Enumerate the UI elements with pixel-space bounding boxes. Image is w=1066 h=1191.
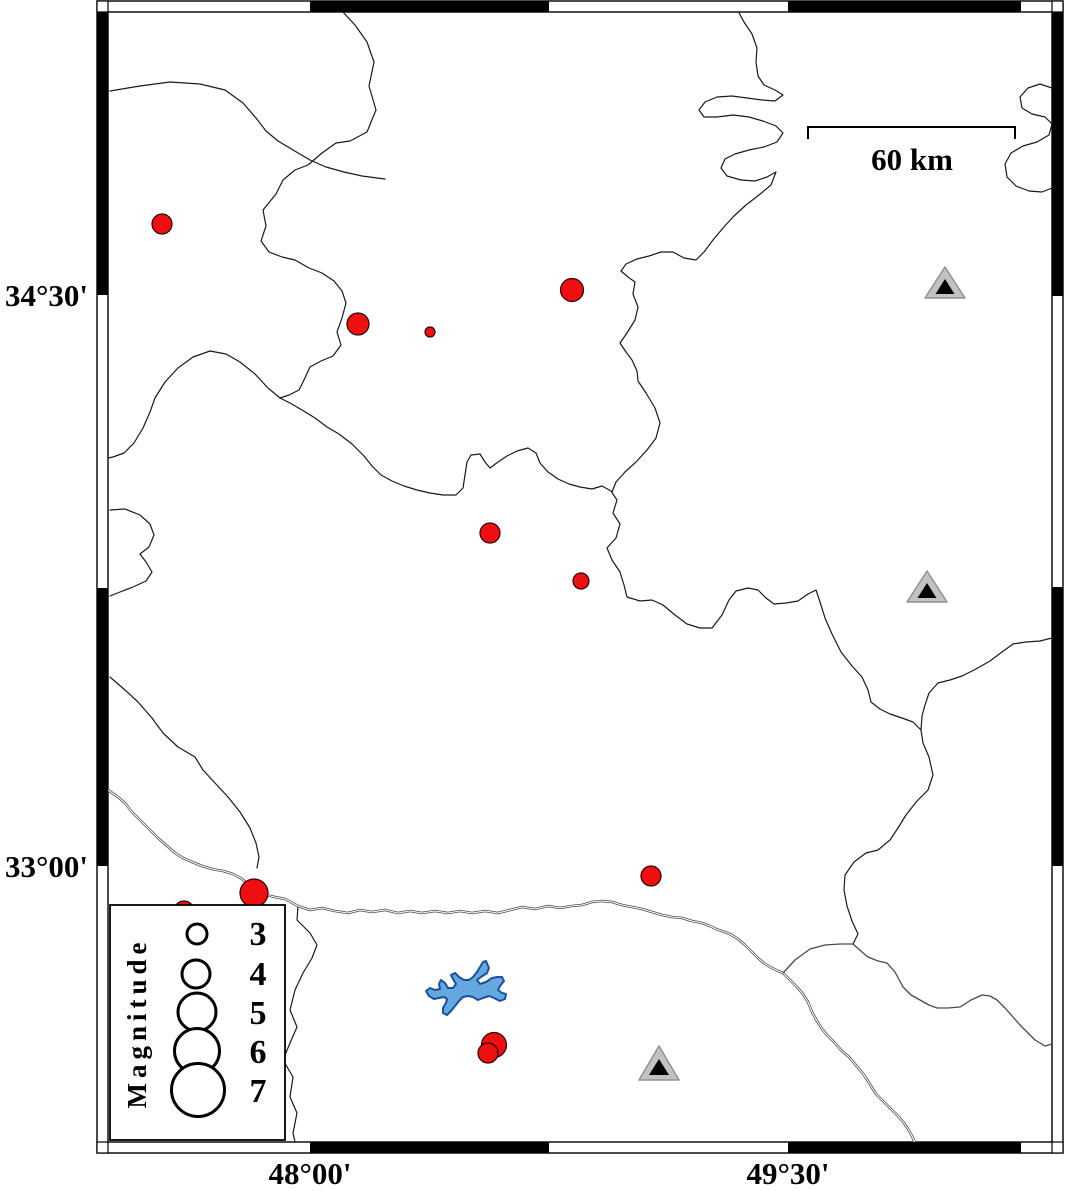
- axis-labels: 34°30' 33°00' 48°00' 49°30': [5, 278, 830, 1191]
- frame-corner: [1051, 1141, 1064, 1154]
- legend-size-circle: [170, 1062, 226, 1118]
- province-boundary-line: [260, 12, 377, 399]
- earthquake-marker: [151, 213, 173, 235]
- frame-black-segment: [310, 1, 549, 12]
- river-branch-line: [782, 943, 853, 974]
- legend-size-circle: [185, 922, 209, 946]
- frame-black-segment: [788, 1, 1021, 12]
- province-boundary-line: [109, 508, 155, 597]
- frame-black-segment: [1052, 12, 1063, 296]
- longitude-label-49-30: 49°30': [746, 1156, 829, 1191]
- scale-bar: 60 km: [807, 126, 1016, 177]
- legend-magnitude-7: 7: [250, 1073, 267, 1110]
- legend-size-circle: [176, 991, 218, 1033]
- frame-black-segment: [97, 588, 108, 866]
- river-line-core: [108, 789, 784, 974]
- frame-black-segment: [1052, 587, 1063, 866]
- station-marker-inner-icon: [935, 279, 955, 294]
- magnitude-legend: Magnitude 3 4 5 6 7: [109, 904, 286, 1141]
- legend-size-circle: [180, 958, 212, 990]
- province-boundary-line: [279, 397, 934, 945]
- earthquake-marker: [572, 572, 590, 590]
- frame-corner: [96, 1141, 109, 1154]
- province-boundary-line: [282, 905, 318, 1142]
- legend-magnitude-4: 4: [250, 956, 267, 993]
- province-boundary-line: [611, 12, 784, 493]
- earthquake-marker: [559, 277, 585, 303]
- station-marker-inner-icon: [917, 583, 937, 598]
- scale-bar-label: 60 km: [871, 142, 953, 177]
- earthquake-markers: [151, 213, 662, 1064]
- province-boundary-line: [108, 350, 281, 459]
- frame-black-segment: [97, 12, 108, 295]
- lake: [425, 960, 507, 1016]
- earthquake-marker: [479, 522, 501, 544]
- earthquake-marker: [640, 865, 662, 887]
- river-lines: [108, 788, 1052, 1142]
- river-line-core: [782, 972, 916, 1142]
- legend-title: Magnitude: [122, 937, 152, 1108]
- scale-bar-bracket: [807, 126, 1016, 139]
- earthquake-marker: [477, 1042, 499, 1064]
- earthquake-marker: [424, 326, 436, 338]
- province-boundary-line: [1004, 83, 1052, 193]
- lake-polygon: [425, 960, 507, 1016]
- frame-black-segment: [310, 1142, 549, 1153]
- station-marker-inner-icon: [649, 1059, 669, 1075]
- frame-black-segment: [788, 1142, 1021, 1153]
- earthquake-marker: [239, 878, 269, 908]
- frame-corner: [1051, 0, 1064, 13]
- latitude-label-33-00: 33°00': [5, 849, 88, 884]
- province-boundary-line: [109, 676, 260, 869]
- boundary-lines: [108, 12, 1052, 1142]
- earthquake-marker: [346, 312, 370, 336]
- latitude-label-34-30: 34°30': [5, 278, 88, 313]
- map-content: [108, 12, 1052, 1142]
- province-boundary-line: [920, 637, 1052, 731]
- legend-magnitude-3: 3: [250, 916, 267, 953]
- river-branch-line: [852, 943, 1052, 1047]
- longitude-label-48-00: 48°00': [268, 1156, 351, 1191]
- legend-magnitude-6: 6: [250, 1034, 267, 1071]
- province-boundary-line: [109, 81, 386, 180]
- frame-corner: [96, 0, 109, 13]
- legend-magnitude-5: 5: [250, 995, 267, 1032]
- station-markers: [638, 266, 966, 1081]
